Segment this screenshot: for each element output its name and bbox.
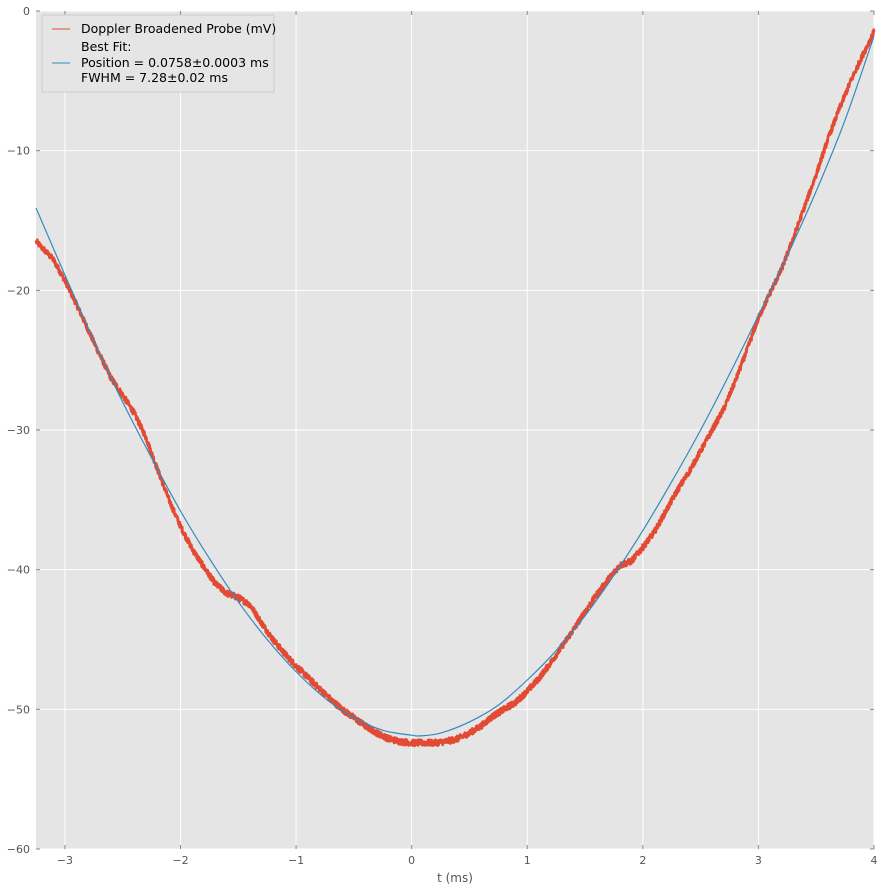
y-tick-label: −50 <box>7 703 30 716</box>
legend-box <box>41 14 275 93</box>
legend-label-fit-fwhm: FWHM = 7.28±0.02 ms <box>81 70 228 85</box>
y-tick-label: −10 <box>7 145 30 158</box>
series-line-best-fit <box>35 35 875 737</box>
legend-label-fit-position: Position = 0.0758±0.0003 ms <box>81 55 269 70</box>
legend-label-data: Doppler Broadened Probe (mV) <box>81 21 276 36</box>
axis-group: −3 −2 −1 0 1 2 3 40−10−20−30−40−50−60 <box>7 5 878 867</box>
x-tick-label: 2 <box>639 854 646 867</box>
y-tick-label: 0 <box>23 5 30 18</box>
y-tick-label: −20 <box>7 284 30 297</box>
x-tick-label: −3 <box>57 854 73 867</box>
x-tick-label: −1 <box>288 854 304 867</box>
x-tick-label: 1 <box>524 854 531 867</box>
y-tick-label: −60 <box>7 843 30 856</box>
series-group <box>34 28 876 748</box>
series-line-doppler-probe <box>34 28 876 748</box>
x-tick-label: −2 <box>172 854 188 867</box>
y-tick-label: −30 <box>7 424 30 437</box>
x-tick-label: 4 <box>871 854 878 867</box>
legend: Doppler Broadened Probe (mV) Best Fit: P… <box>41 14 276 93</box>
x-tick-label: 3 <box>755 854 762 867</box>
y-tick-label: −40 <box>7 564 30 577</box>
x-tick-label: 0 <box>408 854 415 867</box>
legend-label-fit-title: Best Fit: <box>81 39 132 54</box>
x-axis-label: t (ms) <box>437 871 473 885</box>
